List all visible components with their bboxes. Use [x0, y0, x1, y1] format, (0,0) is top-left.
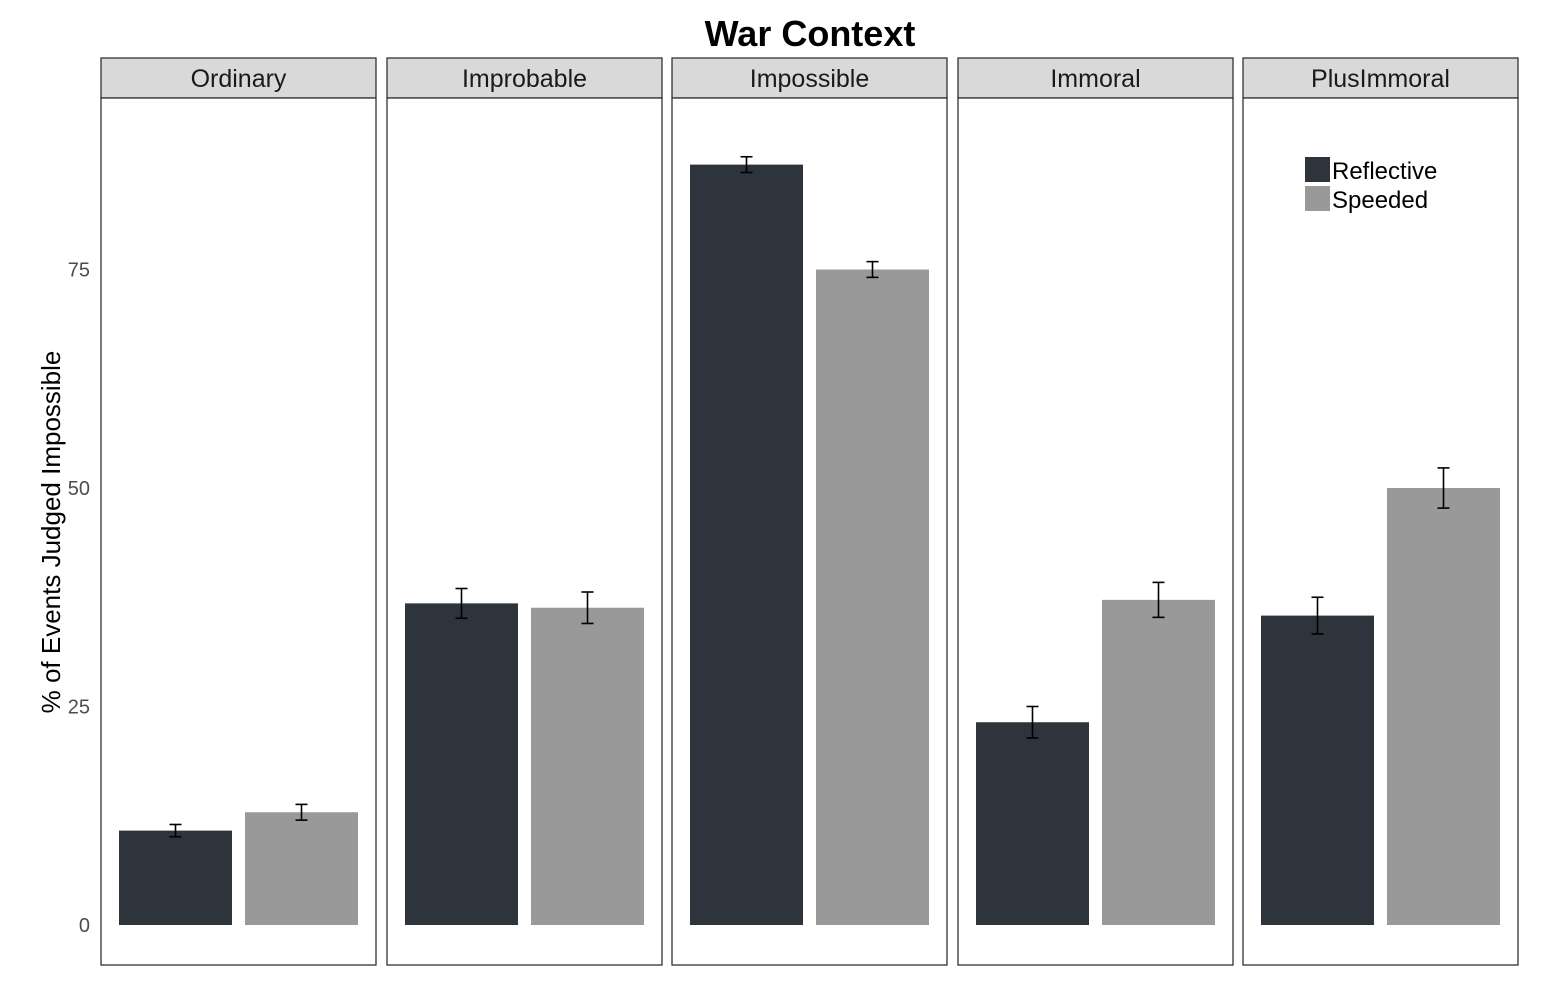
bar-reflective — [976, 722, 1089, 925]
panel-ordinary: Ordinary — [100, 57, 377, 966]
panel-strip-label: Impossible — [750, 65, 870, 93]
bar-speeded — [245, 812, 358, 925]
panel-strip — [386, 57, 663, 99]
bar-speeded — [531, 607, 644, 925]
y-tick-label: 25 — [68, 697, 90, 719]
y-axis-ticks: 0 25 50 75 — [68, 260, 90, 938]
error-bar-reflective — [1311, 596, 1324, 635]
error-bar-reflective — [455, 587, 468, 620]
panel-strip-label: Improbable — [462, 65, 587, 93]
legend-label-speeded: Speeded — [1332, 187, 1428, 214]
y-tick-label: 50 — [68, 478, 90, 500]
y-axis-label: % of Events Judged Impossible — [36, 351, 66, 714]
error-bar-reflective — [169, 823, 182, 838]
bar-reflective — [1261, 615, 1374, 925]
legend-swatch-speeded — [1305, 186, 1330, 211]
error-bar-speeded — [866, 260, 879, 279]
bar-speeded — [1102, 599, 1215, 925]
error-bar-reflective — [740, 155, 753, 174]
panel-improbable: Improbable — [386, 57, 663, 966]
error-bar-speeded — [295, 803, 308, 821]
y-tick-label: 75 — [68, 260, 90, 282]
legend-swatch-reflective — [1305, 157, 1330, 182]
bar-speeded — [816, 269, 929, 925]
bar-speeded — [1387, 488, 1500, 925]
panel-impossible: Impossible — [671, 57, 948, 966]
panel-immoral: Immoral — [957, 57, 1234, 966]
bar-reflective — [690, 164, 803, 925]
bar-reflective — [119, 830, 232, 925]
panel-strip — [671, 57, 948, 99]
bar-reflective — [405, 603, 518, 925]
panel-plusimmoral: PlusImmoral — [1242, 57, 1519, 966]
chart-title: War Context — [705, 13, 916, 54]
facet-panels: Ordinary Improbable Impossible Immoral PlusI… — [100, 57, 1519, 966]
y-tick-label: 0 — [79, 915, 90, 937]
error-bar-reflective — [1026, 705, 1039, 739]
panel-strip-label: Ordinary — [191, 65, 287, 93]
panel-strip-label: Immoral — [1050, 65, 1140, 93]
error-bar-speeded — [1437, 467, 1450, 509]
panel-strip — [100, 57, 377, 99]
error-bar-speeded — [1152, 581, 1165, 619]
error-bar-speeded — [581, 591, 594, 625]
legend-label-reflective: Reflective — [1332, 158, 1437, 185]
panel-strip — [1242, 57, 1519, 99]
panel-strip-label: PlusImmoral — [1311, 65, 1450, 93]
panel-strip — [957, 57, 1234, 99]
